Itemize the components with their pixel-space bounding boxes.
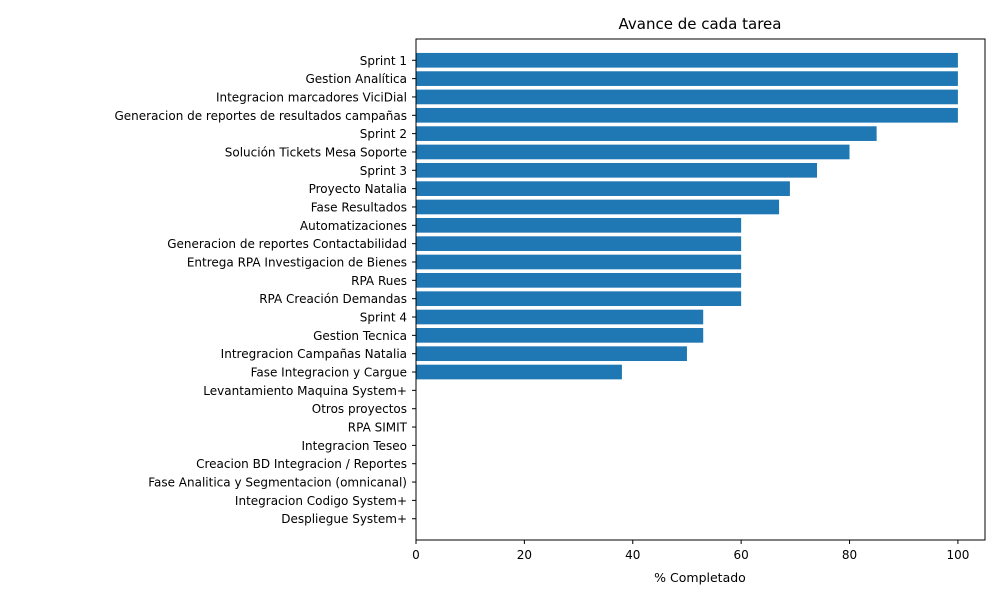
bar (416, 52, 958, 68)
bar (416, 364, 622, 380)
y-tick-label: Intregracion Campañas Natalia (221, 347, 407, 361)
x-tick-label: 80 (842, 548, 857, 562)
y-tick-label: Otros proyectos (312, 402, 407, 416)
y-tick-label: Fase Integracion y Cargue (251, 366, 407, 380)
y-tick-label: Solución Tickets Mesa Soporte (225, 145, 407, 159)
chart-title: Avance de cada tarea (619, 15, 782, 33)
x-axis-ticks: 0 20 40 60 80 100 (412, 540, 969, 562)
y-tick-label: Sprint 4 (360, 311, 407, 325)
y-tick-label: RPA Rues (351, 274, 407, 288)
y-tick-label: Despliegue System+ (281, 512, 407, 526)
bar (416, 89, 958, 105)
bar (416, 144, 850, 160)
bar (416, 328, 704, 343)
bar (416, 71, 958, 86)
y-tick-label: Generacion de reportes de resultados cam… (114, 109, 407, 123)
y-tick-label: Fase Analitica y Segmentacion (omnicanal… (148, 476, 407, 490)
y-tick-label: Generacion de reportes Contactabilidad (167, 237, 407, 251)
x-tick-label: 0 (412, 548, 420, 562)
bar (416, 181, 790, 196)
y-tick-label: Levantamiento Maquina System+ (203, 384, 407, 398)
y-axis-ticks: Sprint 1 Gestion Analítica Integracion mar… (114, 54, 416, 526)
y-tick-label: RPA Creación Demandas (259, 292, 407, 306)
x-tick-label: 40 (625, 548, 640, 562)
y-tick-label: RPA SIMIT (348, 421, 408, 435)
bar (416, 162, 818, 178)
y-tick-label: Sprint 3 (360, 164, 407, 178)
bar (416, 107, 958, 123)
x-tick-label: 60 (734, 548, 749, 562)
bar (416, 236, 742, 251)
bar (416, 291, 742, 307)
bar (416, 309, 704, 325)
x-tick-label: 20 (517, 548, 532, 562)
y-tick-label: Integracion marcadores ViciDial (216, 90, 407, 104)
y-tick-label: Gestion Tecnica (313, 329, 407, 343)
bar (416, 346, 687, 362)
bar (416, 199, 780, 215)
y-tick-label: Sprint 1 (360, 54, 407, 68)
y-tick-label: Entrega RPA Investigacion de Bienes (187, 255, 407, 269)
bar (416, 217, 742, 233)
y-tick-label: Sprint 2 (360, 127, 407, 141)
bar (416, 272, 742, 288)
y-tick-label: Proyecto Natalia (309, 182, 407, 196)
x-tick-label: 100 (946, 548, 969, 562)
plot-area-frame (415, 38, 986, 541)
bar (416, 126, 877, 141)
y-tick-label: Fase Resultados (311, 200, 407, 214)
y-tick-label: Automatizaciones (300, 219, 407, 233)
bar (416, 254, 742, 270)
y-tick-label: Integracion Codigo System+ (235, 494, 407, 508)
y-tick-label: Creacion BD Integracion / Reportes (196, 457, 407, 471)
bars-group (416, 52, 958, 380)
x-axis-label: % Completado (654, 570, 746, 585)
y-tick-label: Gestion Analítica (305, 72, 407, 86)
y-tick-label: Integracion Teseo (302, 439, 407, 453)
